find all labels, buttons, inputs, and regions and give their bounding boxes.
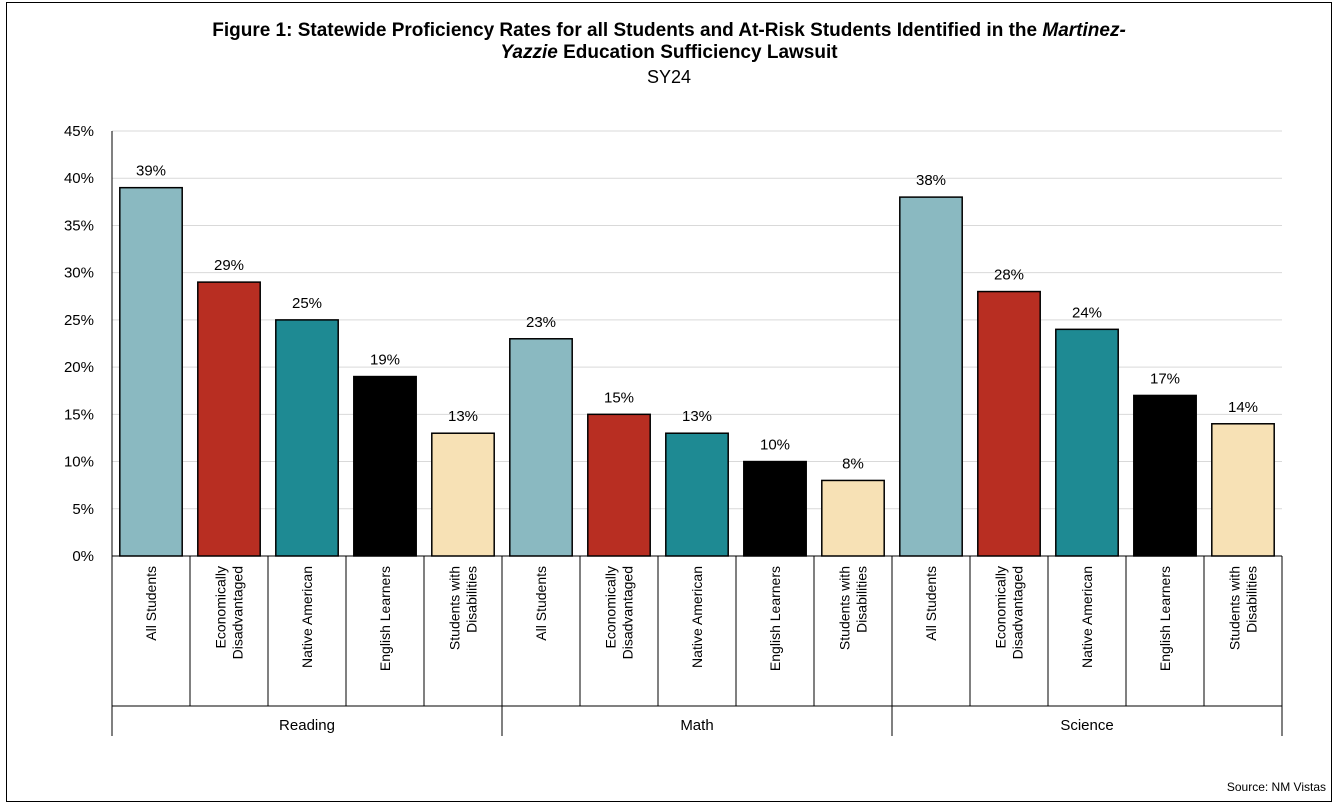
category-label: Disadvantaged (230, 566, 246, 659)
bar (743, 460, 807, 557)
y-tick-label: 5% (72, 501, 94, 518)
data-label: 38% (916, 172, 946, 189)
category-label: Disabilities (854, 566, 870, 633)
y-tick-label: 10% (64, 454, 94, 471)
bar (431, 432, 495, 557)
bar (1055, 328, 1119, 557)
group-label: Math (680, 717, 713, 734)
chart-title-line-1: Figure 1: Statewide Proficiency Rates fo… (0, 20, 1338, 42)
y-tick-label: 0% (72, 548, 94, 565)
data-label: 25% (292, 295, 322, 312)
category-label: Native American (299, 566, 315, 668)
y-tick-label: 20% (64, 359, 94, 376)
data-label: 17% (1150, 370, 1180, 387)
chart-title-italic-b: Yazzie (500, 42, 558, 63)
data-label: 28% (994, 267, 1024, 284)
category-label: Disabilities (1244, 566, 1260, 633)
bar (821, 479, 885, 557)
category-label: Disabilities (464, 566, 480, 633)
group-label: Reading (279, 717, 335, 734)
category-label: All Students (533, 566, 549, 641)
data-label: 19% (370, 352, 400, 369)
bar (1211, 423, 1275, 557)
y-tick-label: 30% (64, 265, 94, 282)
bar (665, 432, 729, 557)
data-label: 10% (760, 437, 790, 454)
bar (275, 319, 339, 557)
chart-subtitle: SY24 (646, 67, 692, 87)
category-label: Disadvantaged (1010, 566, 1026, 659)
bar (1133, 394, 1197, 557)
data-label: 39% (136, 163, 166, 180)
y-tick-label: 15% (64, 406, 94, 423)
category-label: All Students (143, 566, 159, 641)
category-label: Economically (993, 566, 1009, 648)
data-label: 23% (526, 314, 556, 331)
data-label: 13% (448, 408, 478, 425)
data-label: 14% (1228, 399, 1258, 416)
chart-title-italic-a: Martinez- (1042, 20, 1126, 41)
chart-source: Source: NM Vistas (1226, 780, 1326, 794)
chart-title-line-2: Yazzie Education Sufficiency Lawsuit (0, 42, 1338, 64)
bar (119, 186, 183, 557)
category-label: Students with (447, 566, 463, 650)
chart-title: Figure 1: Statewide Proficiency Rates fo… (0, 20, 1338, 64)
bar (353, 375, 417, 557)
data-label: 29% (214, 257, 244, 274)
category-label: Native American (1079, 566, 1095, 668)
bar (197, 281, 261, 557)
y-tick-label: 35% (64, 217, 94, 234)
category-label: English Learners (767, 566, 783, 671)
category-label: Students with (1227, 566, 1243, 650)
group-label: Science (1060, 717, 1113, 734)
y-tick-label: 45% (64, 123, 94, 140)
category-label: Native American (689, 566, 705, 668)
category-label: Students with (837, 566, 853, 650)
category-label: English Learners (1157, 566, 1173, 671)
chart-title-suffix: Education Sufficiency Lawsuit (557, 42, 838, 63)
chart-title-prefix: Figure 1: Statewide Proficiency Rates fo… (212, 20, 1043, 41)
y-tick-label: 40% (64, 170, 94, 187)
category-label: All Students (923, 566, 939, 641)
bar (587, 413, 651, 557)
y-tick-label: 25% (64, 312, 94, 329)
category-label: Disadvantaged (620, 566, 636, 659)
bar (509, 338, 573, 557)
bar (977, 290, 1041, 557)
category-label: Economically (213, 566, 229, 648)
data-label: 13% (682, 408, 712, 425)
data-label: 24% (1072, 304, 1102, 321)
data-label: 8% (842, 455, 864, 472)
category-label: English Learners (377, 566, 393, 671)
category-label: Economically (603, 566, 619, 648)
bar (899, 196, 963, 557)
data-label: 15% (604, 389, 634, 406)
